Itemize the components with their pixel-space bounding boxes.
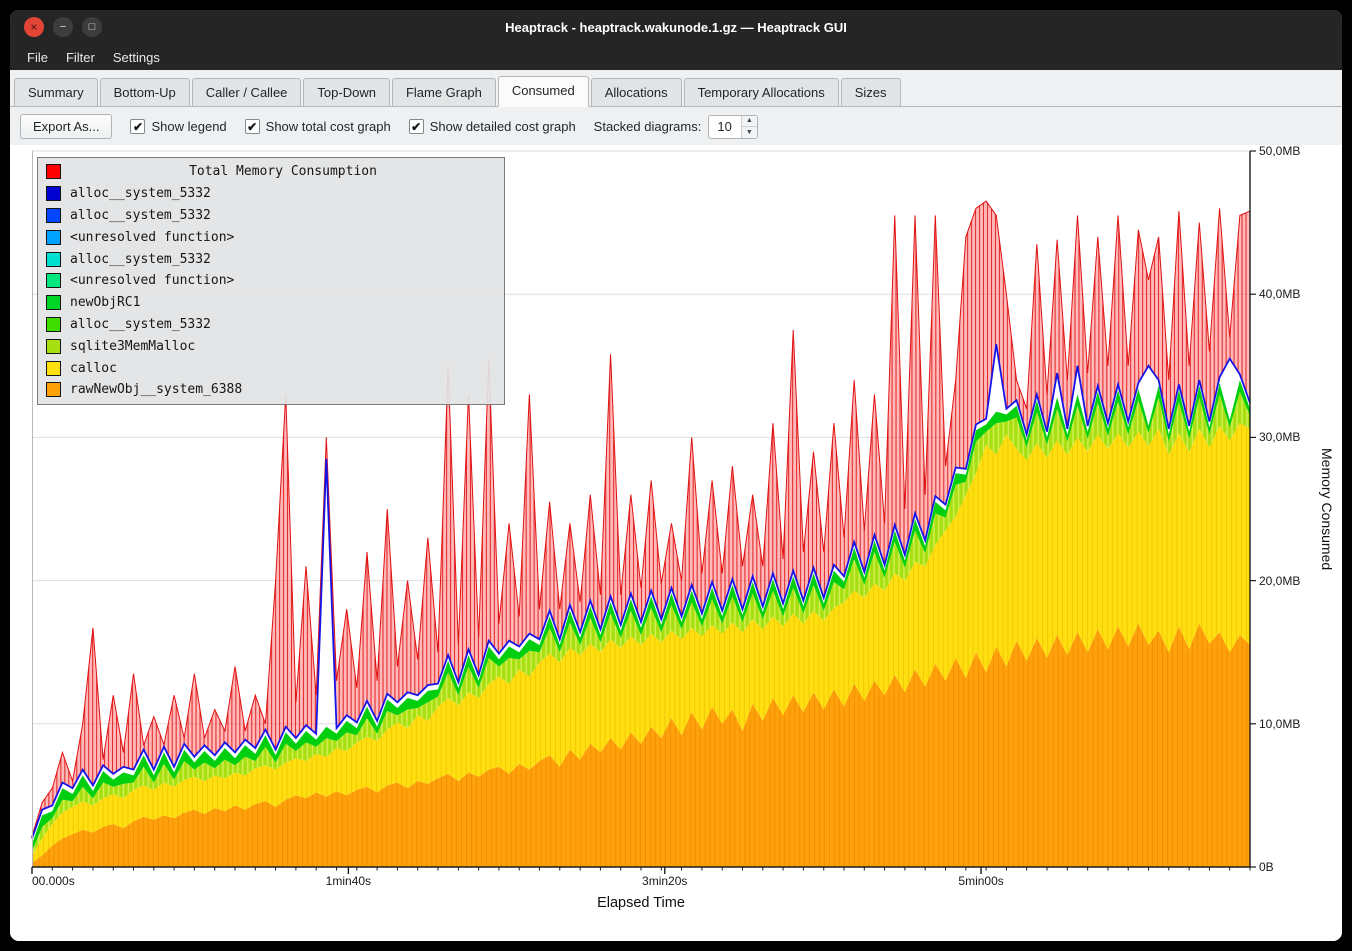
window-controls: × − □ xyxy=(24,17,102,37)
legend-swatch xyxy=(46,251,61,267)
legend-swatch-total xyxy=(46,164,61,180)
legend-label: alloc__system_5332 xyxy=(70,186,211,202)
menu-filter[interactable]: Filter xyxy=(65,49,95,65)
tab-top-down[interactable]: Top-Down xyxy=(303,78,390,106)
legend-row: <unresolved function> xyxy=(38,226,504,248)
legend-label: alloc__system_5332 xyxy=(70,251,211,267)
checkbox-label: Show detailed cost graph xyxy=(429,119,576,134)
legend-label: alloc__system_5332 xyxy=(70,207,211,223)
legend-swatch xyxy=(46,229,61,245)
tab-temporary-allocations[interactable]: Temporary Allocations xyxy=(683,78,839,106)
legend-swatch xyxy=(46,273,61,289)
export-as-button[interactable]: Export As... xyxy=(20,114,113,139)
legend-label: rawNewObj__system_6388 xyxy=(70,382,243,398)
tab-summary[interactable]: Summary xyxy=(14,78,98,106)
legend-row: newObjRC1 xyxy=(38,292,504,314)
y-tick-label: 40,0MB xyxy=(1259,287,1301,301)
y-tick-label: 30,0MB xyxy=(1259,430,1301,444)
spin-down-icon[interactable]: ▼ xyxy=(741,127,757,138)
y-tick-label: 50,0MB xyxy=(1259,144,1301,158)
legend-swatch xyxy=(46,186,61,202)
minimize-button[interactable]: − xyxy=(53,17,73,37)
tab-sizes[interactable]: Sizes xyxy=(840,78,901,106)
legend-row: rawNewObj__system_6388 xyxy=(38,379,504,401)
legend-title: Total Memory Consumption xyxy=(189,164,377,180)
tab-consumed[interactable]: Consumed xyxy=(497,76,589,107)
menu-settings[interactable]: Settings xyxy=(112,49,160,65)
chart-legend: Total Memory Consumption alloc__system_5… xyxy=(37,157,505,405)
close-button[interactable]: × xyxy=(24,17,44,37)
y-axis-title-area: Memory Consumed xyxy=(1312,151,1342,867)
legend-row: calloc xyxy=(38,357,504,379)
legend-label: alloc__system_5332 xyxy=(70,316,211,332)
chart-area: Total Memory Consumption alloc__system_5… xyxy=(10,144,1342,874)
titlebar: × − □ Heaptrack - heaptrack.wakunode.1.g… xyxy=(10,10,1342,44)
tab-allocations[interactable]: Allocations xyxy=(590,78,682,106)
tab-bar: Summary Bottom-Up Caller / Callee Top-Do… xyxy=(10,70,1342,107)
x-tick-label: 5min00s xyxy=(958,874,1004,888)
legend-row: alloc__system_5332 xyxy=(38,183,504,205)
legend-row: sqlite3MemMalloc xyxy=(38,335,504,357)
legend-label: newObjRC1 xyxy=(70,295,141,311)
stacked-diagrams-control: Stacked diagrams: 10 ▲ ▼ xyxy=(593,114,758,139)
legend-row: alloc__system_5332 xyxy=(38,205,504,227)
legend-label: <unresolved function> xyxy=(70,273,235,289)
legend-swatch xyxy=(46,338,61,354)
checkbox-label: Show legend xyxy=(151,119,227,134)
tab-caller-callee[interactable]: Caller / Callee xyxy=(191,78,302,106)
checkbox-icon: ✔ xyxy=(130,119,146,134)
checkbox-show-legend[interactable]: ✔ Show legend xyxy=(130,119,227,134)
checkbox-show-detailed-cost[interactable]: ✔ Show detailed cost graph xyxy=(408,119,576,134)
legend-swatch xyxy=(46,207,61,223)
legend-title-row: Total Memory Consumption xyxy=(38,161,504,183)
chart-frame: Total Memory Consumption alloc__system_5… xyxy=(10,144,1342,941)
stacked-diagrams-value[interactable]: 10 xyxy=(717,119,732,134)
legend-swatch xyxy=(46,316,61,332)
legend-label: sqlite3MemMalloc xyxy=(70,338,196,354)
memory-consumption-chart[interactable]: Total Memory Consumption alloc__system_5… xyxy=(31,150,1256,874)
stacked-diagrams-label: Stacked diagrams: xyxy=(593,119,702,134)
legend-row: alloc__system_5332 xyxy=(38,314,504,336)
y-tick-label: 0B xyxy=(1259,860,1274,874)
y-tick-label: 10,0MB xyxy=(1259,717,1301,731)
x-axis-title: Elapsed Time xyxy=(597,895,685,911)
checkbox-icon: ✔ xyxy=(408,119,424,134)
checkbox-show-total-cost[interactable]: ✔ Show total cost graph xyxy=(244,119,391,134)
tab-flame-graph[interactable]: Flame Graph xyxy=(391,78,496,106)
y-axis-title: Memory Consumed xyxy=(1319,447,1335,571)
x-tick-label: 1min40s xyxy=(325,874,372,888)
checkbox-icon: ✔ xyxy=(244,119,260,134)
checkbox-label: Show total cost graph xyxy=(265,119,391,134)
y-tick-label: 20,0MB xyxy=(1259,574,1301,588)
legend-label: <unresolved function> xyxy=(70,229,235,245)
legend-swatch xyxy=(46,360,61,376)
y-axis: 0B 10,0MB 20,0MB 30,0MB 40,0MB 50,0MB xyxy=(1250,144,1312,874)
toolbar: Export As... ✔ Show legend ✔ Show total … xyxy=(10,107,1342,145)
spin-arrows: ▲ ▼ xyxy=(740,115,757,138)
legend-swatch xyxy=(46,382,61,398)
window-title: Heaptrack - heaptrack.wakunode.1.gz — He… xyxy=(505,19,847,35)
app-window: × − □ Heaptrack - heaptrack.wakunode.1.g… xyxy=(10,10,1342,941)
legend-row: alloc__system_5332 xyxy=(38,248,504,270)
stacked-diagrams-spinbox[interactable]: 10 ▲ ▼ xyxy=(708,114,758,139)
legend-row: <unresolved function> xyxy=(38,270,504,292)
x-tick-label: 00.000s xyxy=(32,874,75,888)
x-axis: 00.000s 1min40s 3min20s 5min00s xyxy=(32,869,1250,891)
menubar: File Filter Settings xyxy=(10,44,1342,70)
legend-swatch xyxy=(46,295,61,311)
spin-up-icon[interactable]: ▲ xyxy=(741,115,757,127)
chart-canvas[interactable] xyxy=(31,150,1256,874)
x-tick-label: 3min20s xyxy=(642,874,688,888)
menu-file[interactable]: File xyxy=(27,49,48,65)
legend-label: calloc xyxy=(70,360,117,376)
maximize-button[interactable]: □ xyxy=(82,17,102,37)
tab-bottom-up[interactable]: Bottom-Up xyxy=(99,78,190,106)
